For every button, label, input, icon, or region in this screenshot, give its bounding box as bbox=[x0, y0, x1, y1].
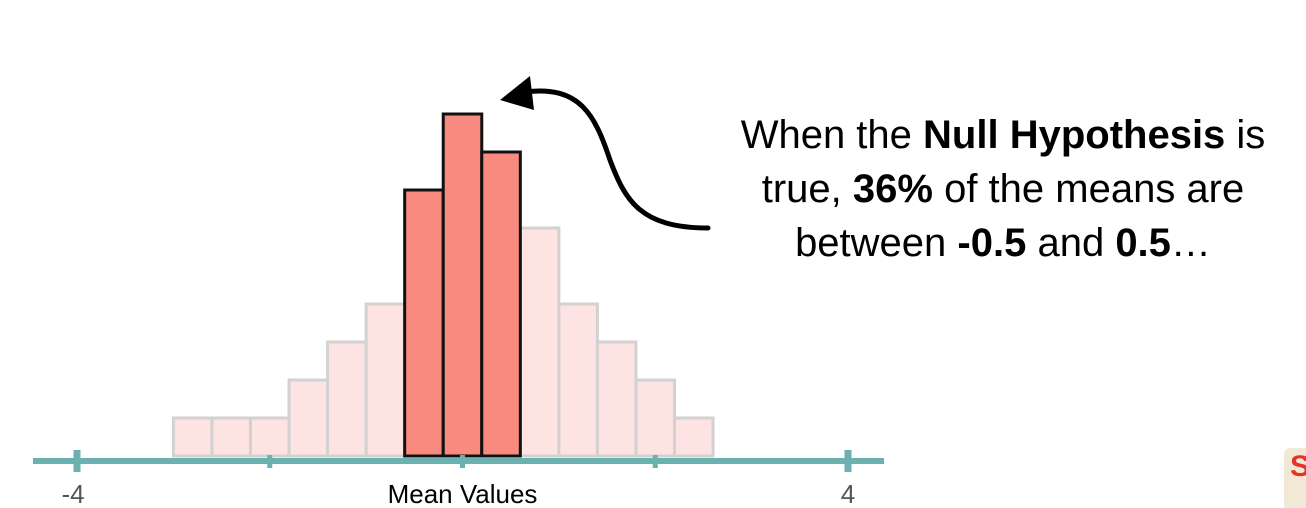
callout-arrow bbox=[522, 88, 711, 231]
histogram-bar bbox=[364, 302, 407, 458]
histogram-bar bbox=[171, 416, 214, 458]
histogram-bars bbox=[171, 112, 715, 458]
histogram-bar bbox=[634, 378, 677, 458]
histogram-bar bbox=[287, 378, 330, 458]
x-axis: -4 4 Mean Values bbox=[33, 450, 884, 504]
x-tick-label: 4 bbox=[841, 479, 855, 504]
histogram-bar-highlighted bbox=[441, 112, 484, 458]
histogram-chart: -4 4 Mean Values bbox=[33, 76, 884, 504]
annotation-line-2: true, 36% of the means are bbox=[761, 167, 1245, 211]
channel-logo: S bbox=[1284, 448, 1306, 508]
histogram-bar bbox=[326, 340, 368, 458]
histogram-bar-highlighted bbox=[403, 188, 445, 458]
x-tick-label: -4 bbox=[61, 479, 84, 504]
histogram-bar-highlighted bbox=[480, 150, 522, 458]
histogram-bar bbox=[673, 416, 715, 458]
histogram-bar bbox=[595, 340, 638, 458]
histogram-bar bbox=[248, 416, 291, 458]
annotation-line-1: When the Null Hypothesis is bbox=[740, 113, 1266, 157]
histogram-bar bbox=[557, 302, 599, 458]
annotation-line-3: between -0.5 and 0.5… bbox=[795, 221, 1211, 265]
x-axis-title: Mean Values bbox=[388, 479, 538, 504]
null-hypothesis-annotation: When the Null Hypothesis is true, 36% of… bbox=[700, 108, 1306, 270]
histogram-bar bbox=[210, 416, 252, 458]
histogram-bar bbox=[518, 226, 561, 458]
callout-arrowhead bbox=[500, 76, 534, 110]
